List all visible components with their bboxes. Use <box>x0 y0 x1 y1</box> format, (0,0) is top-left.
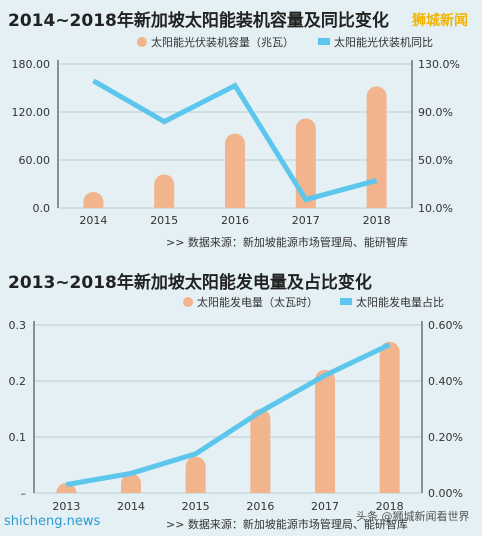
chart-2: 2013~2018年新加坡太阳能发电量及占比变化 – 0.1 0.2 0.3 0.00%… <box>0 262 482 536</box>
bar <box>225 133 245 208</box>
x-tick-label: 2017 <box>311 500 339 513</box>
x-tick-label: 2015 <box>150 214 178 227</box>
chart-2-svg: – 0.1 0.2 0.3 0.00% 0.20% 0.40% 0.60% 2013 2014 20… <box>9 295 463 531</box>
y-right-tick-label: 0.40% <box>428 375 463 388</box>
y-left-tick-label: 0.3 <box>9 319 27 332</box>
bar <box>295 118 316 208</box>
legend-label-line: 太阳能发电量占比 <box>356 295 444 309</box>
y-right-tick-label: 50.0% <box>418 154 453 167</box>
bar <box>379 341 400 493</box>
x-tick-label: 2016 <box>221 214 249 227</box>
brand-logo: 狮城新闻 <box>412 13 468 29</box>
y-left-tick-label: 0.0 <box>33 202 51 215</box>
y-left-tick-label: 0.1 <box>9 431 27 444</box>
data-source-note: >> 数据来源：新加坡能源市场管理局、能研智库 <box>166 235 408 249</box>
y-left-tick-label: 0.2 <box>9 375 27 388</box>
legend-swatch-line <box>340 298 352 305</box>
y-right-tick-label: 130.0% <box>418 58 460 71</box>
legend-label-bar: 太阳能发电量（太瓦时） <box>197 295 318 309</box>
bar <box>83 192 104 208</box>
y-right-tick-label: 10.0% <box>418 202 453 215</box>
x-tick-label: 2018 <box>376 500 404 513</box>
x-tick-label: 2017 <box>292 214 320 227</box>
bar <box>154 174 175 208</box>
y-right-tick-label: 0.60% <box>428 319 463 332</box>
data-source-note: >> 数据来源：新加坡能源市场管理局、能研智库 <box>166 517 408 531</box>
y-right-tick-label: 0.20% <box>428 431 463 444</box>
watermark-account: 头条 @狮城新闻看世界 <box>356 510 470 523</box>
chart-1: 2014~2018年新加坡太阳能装机容量及同比变化 狮城新闻 0.0 60.00 1… <box>0 0 482 262</box>
chart-1-title: 2014~2018年新加坡太阳能装机容量及同比变化 <box>8 11 389 31</box>
legend-swatch-bar <box>183 297 193 307</box>
y-left-tick-label: 60.00 <box>19 154 51 167</box>
legend-swatch-bar <box>137 37 147 47</box>
x-tick-label: 2015 <box>182 500 210 513</box>
legend-swatch-line <box>318 38 330 45</box>
bar <box>121 473 141 493</box>
x-tick-label: 2014 <box>117 500 145 513</box>
x-tick-label: 2014 <box>79 214 107 227</box>
line-series <box>65 342 391 488</box>
x-tick-label: 2018 <box>363 214 391 227</box>
x-tick-label: 2013 <box>52 500 80 513</box>
y-right-tick-label: 90.0% <box>418 106 453 119</box>
chart-1-svg: 0.0 60.00 120.00 180.00 10.0% 50.0% 90.0% 130.0… <box>12 35 460 249</box>
chart-2-title: 2013~2018年新加坡太阳能发电量及占比变化 <box>8 273 372 293</box>
y-left-tick-label: 180.00 <box>12 58 51 71</box>
bar <box>315 369 335 493</box>
bar <box>250 409 271 493</box>
y-left-tick-label: 120.00 <box>12 106 51 119</box>
x-tick-label: 2016 <box>246 500 274 513</box>
watermark-site: shicheng.news <box>4 514 101 529</box>
bar <box>185 456 206 493</box>
bar <box>366 86 387 208</box>
y-left-tick-label: – <box>21 487 27 500</box>
y-right-tick-label: 0.00% <box>428 487 463 500</box>
legend-label-bar: 太阳能光伏装机容量（兆瓦） <box>151 35 294 49</box>
legend-label-line: 太阳能光伏装机同比 <box>334 35 433 49</box>
